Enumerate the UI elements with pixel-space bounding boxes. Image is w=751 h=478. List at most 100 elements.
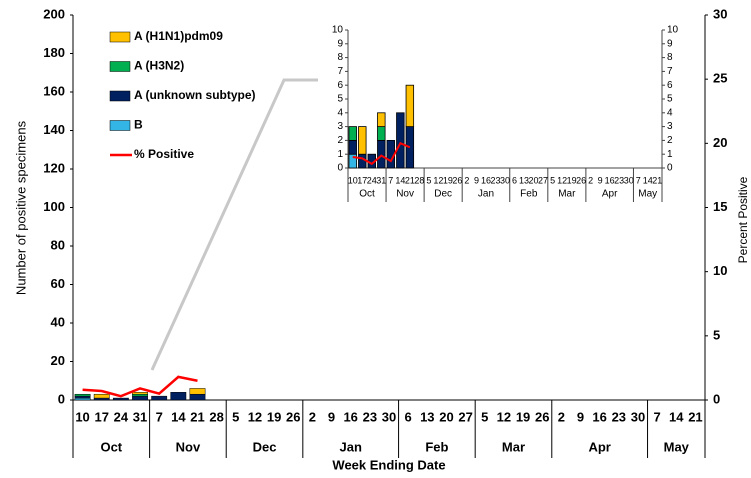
x-tick-label: 5: [232, 409, 239, 424]
y2-tick-label: 20: [713, 135, 727, 150]
y-tick-label: 3: [337, 121, 343, 132]
x-tick-label: 13: [519, 175, 529, 185]
x-tick-label: 2: [588, 175, 593, 185]
bar-segment: [348, 139, 357, 155]
x-tick-label: 16: [343, 409, 357, 424]
x-tick-label: 6: [405, 409, 412, 424]
y2-tick-label: 4: [667, 107, 673, 118]
x-tick-label: 2: [309, 409, 316, 424]
y-tick-label: 2: [337, 135, 343, 146]
x-tick-label: 30: [631, 409, 645, 424]
month-label: Nov: [176, 439, 201, 454]
x-tick-label: 19: [267, 409, 281, 424]
y-axis-title: Number of positive specimens: [13, 120, 28, 295]
legend-label: A (H3N2): [134, 59, 184, 73]
x-tick-label: 23: [490, 175, 500, 185]
x-tick-label: 2: [464, 175, 469, 185]
month-label: Jan: [478, 189, 494, 200]
x-tick-label: 20: [529, 175, 539, 185]
y-tick-label: 4: [337, 107, 343, 118]
bar-segment: [74, 395, 91, 399]
bar-segment: [405, 84, 415, 127]
month-label: Mar: [502, 439, 525, 454]
y-tick-label: 160: [43, 83, 65, 98]
y2-tick-label: 9: [667, 38, 673, 49]
x-tick-label: 7: [156, 409, 163, 424]
y2-tick-label: 5: [667, 94, 673, 105]
y-tick-label: 10: [332, 25, 344, 36]
bar-segment: [93, 397, 110, 401]
x-tick-label: 24: [114, 409, 129, 424]
y2-tick-label: 10: [667, 25, 679, 36]
bar-segment: [377, 139, 386, 169]
x-tick-label: 7: [636, 175, 641, 185]
month-label: May: [638, 189, 657, 200]
bar-segment: [112, 397, 129, 401]
bar-segment: [348, 126, 357, 141]
x-tick-label: 12: [433, 175, 443, 185]
y2-tick-label: 0: [667, 163, 673, 174]
y2-tick-label: 30: [713, 6, 727, 21]
x-tick-label: 14: [643, 175, 653, 185]
legend-label: A (unknown subtype): [134, 88, 256, 102]
y-tick-label: 60: [51, 276, 65, 291]
x-tick-label: 14: [395, 175, 405, 185]
bar-segment: [132, 392, 148, 395]
month-label: Nov: [396, 189, 414, 200]
y2-tick-label: 1: [667, 149, 673, 160]
x-tick-label: 21: [190, 409, 204, 424]
y-tick-label: 20: [51, 353, 65, 368]
y-tick-label: 120: [43, 160, 65, 175]
y-tick-label: 180: [43, 45, 65, 60]
x-tick-label: 31: [133, 409, 147, 424]
x-tick-label: 27: [538, 175, 548, 185]
x-tick-label: 9: [577, 409, 584, 424]
x-tick-label: 28: [209, 409, 223, 424]
x-tick-label: 17: [357, 175, 367, 185]
y-tick-label: 40: [51, 314, 65, 329]
y-tick-label: 140: [43, 122, 65, 137]
legend-label: B: [134, 118, 143, 132]
y2-tick-label: 3: [667, 121, 673, 132]
legend-swatch: [109, 120, 131, 131]
bar-segment: [74, 393, 91, 397]
x-tick-label: 21: [652, 175, 662, 185]
bar-segment: [189, 393, 206, 401]
y-tick-label: 6: [337, 80, 343, 91]
inset-pointer: [150, 78, 322, 371]
y-tick-label: 100: [43, 199, 65, 214]
bar-segment: [170, 392, 187, 401]
y2-tick-label: 2: [667, 135, 673, 146]
month-label: Jan: [339, 439, 361, 454]
x-tick-label: 5: [426, 175, 431, 185]
bar-segment: [358, 153, 367, 169]
y-tick-label: 5: [337, 94, 343, 105]
x-tick-label: 10: [75, 409, 89, 424]
bar-segment: [93, 393, 110, 399]
x-tick-label: 23: [363, 409, 377, 424]
x-tick-label: 14: [669, 409, 684, 424]
bar-segment: [377, 126, 386, 141]
x-tick-label: 24: [367, 175, 377, 185]
x-tick-label: 23: [614, 175, 624, 185]
x-tick-label: 5: [550, 175, 555, 185]
y2-tick-label: 10: [713, 263, 727, 278]
bar-segment: [74, 397, 91, 401]
x-tick-label: 12: [497, 409, 511, 424]
y2-tick-label: 7: [667, 66, 673, 77]
y-tick-label: 80: [51, 237, 65, 252]
bar-segment: [189, 388, 206, 395]
x-tick-label: 6: [512, 175, 517, 185]
legend-label: A (H1N1)pdm09: [134, 29, 223, 43]
month-label: Oct: [359, 189, 375, 200]
x-tick-label: 13: [420, 409, 434, 424]
x-tick-label: 30: [382, 409, 396, 424]
x-tick-label: 19: [443, 175, 453, 185]
y2-tick-label: 25: [713, 71, 727, 86]
legend-label: % Positive: [134, 147, 194, 161]
percent-line: [82, 375, 198, 398]
x-tick-label: 30: [624, 175, 634, 185]
month-label: May: [664, 439, 690, 454]
x-tick-label: 31: [376, 175, 386, 185]
